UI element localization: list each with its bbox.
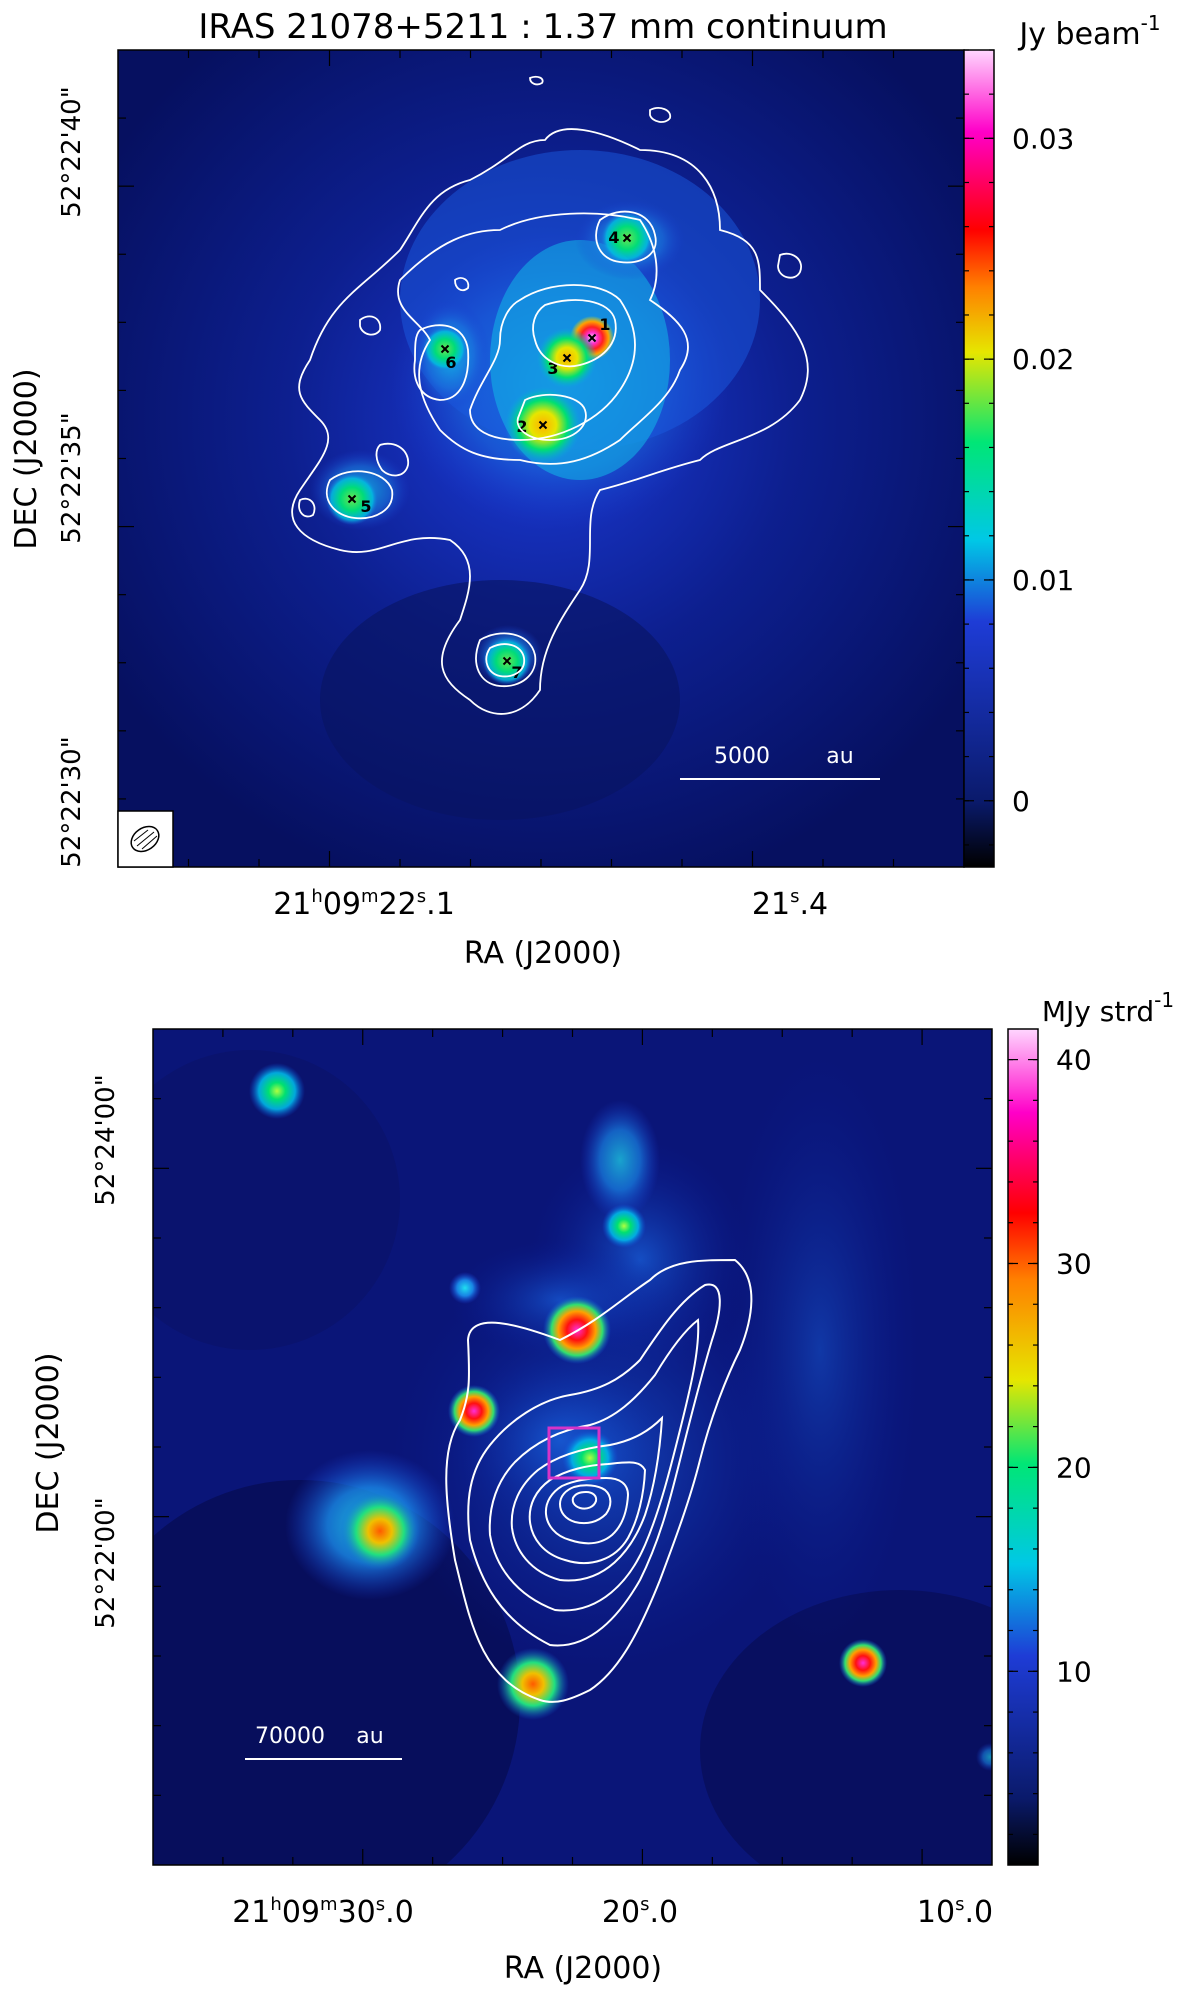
- scalebar-value: 70000: [255, 1724, 325, 1749]
- contour-small-3: [359, 315, 382, 336]
- y-tick-label: 52°22'40": [57, 86, 87, 217]
- source-cross-icon: [622, 233, 632, 243]
- contour-layer-top: [291, 75, 809, 715]
- colorbar-tick-label: 0.01: [1012, 564, 1074, 597]
- star-sources: [249, 1063, 992, 1771]
- x-tick-label: 21s.4: [752, 886, 828, 922]
- contour-layer-bottom: [445, 1258, 753, 1703]
- source-label: 5: [360, 497, 371, 516]
- x-tick-label: 10s.0: [917, 1894, 993, 1930]
- contour-small-6: [454, 277, 470, 292]
- y-tick-label: 52°24'00": [91, 1074, 121, 1205]
- contour-small-1: [649, 107, 672, 123]
- mid-infrared-image: [153, 1029, 992, 1865]
- contour-level: [528, 1461, 647, 1564]
- contour-src5b: [375, 442, 409, 477]
- contour-outer: [291, 128, 809, 715]
- x-tick-label: 21h09m22s.1: [273, 886, 455, 922]
- contour-small-2: [777, 252, 802, 279]
- colorbar-unit-label: Jy beam-1: [1017, 11, 1160, 52]
- scalebar-unit: au: [356, 1724, 383, 1749]
- source-cross-icon: [347, 494, 357, 504]
- colorbar-unit-label: MJy strd-1: [1042, 988, 1174, 1028]
- x-tick-label: 21h09m30s.0: [232, 1894, 414, 1930]
- contour-level: [467, 1283, 721, 1647]
- contour-small-4: [298, 497, 316, 518]
- contour-level: [510, 1415, 664, 1582]
- colorbar-tick-label: 10: [1056, 1655, 1092, 1688]
- y-tick-label: 52°22'30": [57, 736, 87, 867]
- source-cross-icon: [440, 344, 450, 354]
- contour-small-5: [529, 75, 544, 86]
- svg-text:21s.4: 21s.4: [752, 886, 828, 922]
- contour-level: [488, 1318, 700, 1612]
- contour-src5: [325, 470, 393, 520]
- scalebar-value: 5000: [714, 744, 770, 769]
- contour-level: [544, 1476, 630, 1545]
- colorbar-tick-label: 0.03: [1012, 122, 1074, 155]
- y-axis-label: DEC (J2000): [9, 368, 44, 549]
- source-cross-icon: [562, 353, 572, 363]
- contour-src7b: [485, 643, 525, 678]
- source-label: 3: [547, 359, 558, 378]
- star-source: [839, 1639, 887, 1687]
- source-label: 1: [599, 315, 610, 334]
- svg-text:20s.0: 20s.0: [602, 1894, 678, 1930]
- contour-src6: [413, 324, 470, 401]
- contour-5: [516, 393, 587, 441]
- source-cross-icon: [538, 420, 548, 430]
- colorbar-tick-label: 0: [1012, 785, 1030, 818]
- y-tick-labels-bottom: 52°24'00" 52°22'00": [91, 1074, 121, 1628]
- source-label: 2: [516, 417, 527, 436]
- star-source: [448, 1385, 500, 1437]
- svg-text:21h09m30s.0: 21h09m30s.0: [232, 1894, 414, 1930]
- panel-title: IRAS 21078+5211 : 1.37 mm continuum: [198, 7, 887, 47]
- x-tick-label: 20s.0: [602, 1894, 678, 1930]
- axis-ticks-bottom: [153, 1029, 992, 1865]
- scalebar-bottom: 70000 au: [245, 1724, 402, 1760]
- star-source: [562, 1430, 618, 1486]
- y-axis-label: DEC (J2000): [31, 1352, 66, 1533]
- y-tick-label: 52°22'00": [91, 1497, 121, 1628]
- star-source: [602, 1204, 646, 1248]
- star-source: [340, 1491, 420, 1571]
- source-cross-icon: [502, 656, 512, 666]
- contour-src7: [475, 632, 537, 687]
- scalebar-top: 5000 au: [680, 744, 880, 780]
- star-source: [497, 1648, 569, 1720]
- star-source: [976, 1743, 992, 1771]
- colorbar-tick-label: 30: [1056, 1247, 1092, 1280]
- alma-field-box: [547, 1426, 601, 1480]
- colorbar-tick-label: 20: [1056, 1451, 1092, 1484]
- beam-ellipse-icon: [117, 810, 174, 868]
- y-tick-labels-top: 52°22'40" 52°22'35" 52°22'30": [57, 86, 87, 867]
- contour-level: [558, 1484, 612, 1525]
- contour-level: [445, 1258, 753, 1703]
- scalebar-unit: au: [826, 744, 853, 769]
- star-source: [249, 1063, 305, 1119]
- contour-src4: [595, 210, 657, 264]
- colorbar-tick-label: 40: [1056, 1044, 1092, 1077]
- source-label: 6: [445, 353, 456, 372]
- contour-3: [469, 284, 636, 441]
- svg-text:10s.0: 10s.0: [917, 1894, 993, 1930]
- colorbar-top: 0.03 0.02 0.01 0 Jy beam-1: [963, 11, 1161, 868]
- axis-ticks-top: [118, 50, 964, 867]
- contour-level: [571, 1490, 598, 1510]
- svg-text:21h09m22s.1: 21h09m22s.1: [273, 886, 455, 922]
- x-axis-label: RA (J2000): [464, 936, 622, 971]
- colorbar-tick-label: 0.02: [1012, 343, 1074, 376]
- colorbar-bottom: 40 30 20 10 MJy strd-1: [1007, 988, 1174, 1866]
- x-axis-label: RA (J2000): [504, 1951, 662, 1986]
- contour-4: [532, 299, 617, 368]
- y-tick-label: 52°22'35": [57, 412, 87, 543]
- source-label: 4: [608, 228, 619, 247]
- star-source: [449, 1272, 481, 1304]
